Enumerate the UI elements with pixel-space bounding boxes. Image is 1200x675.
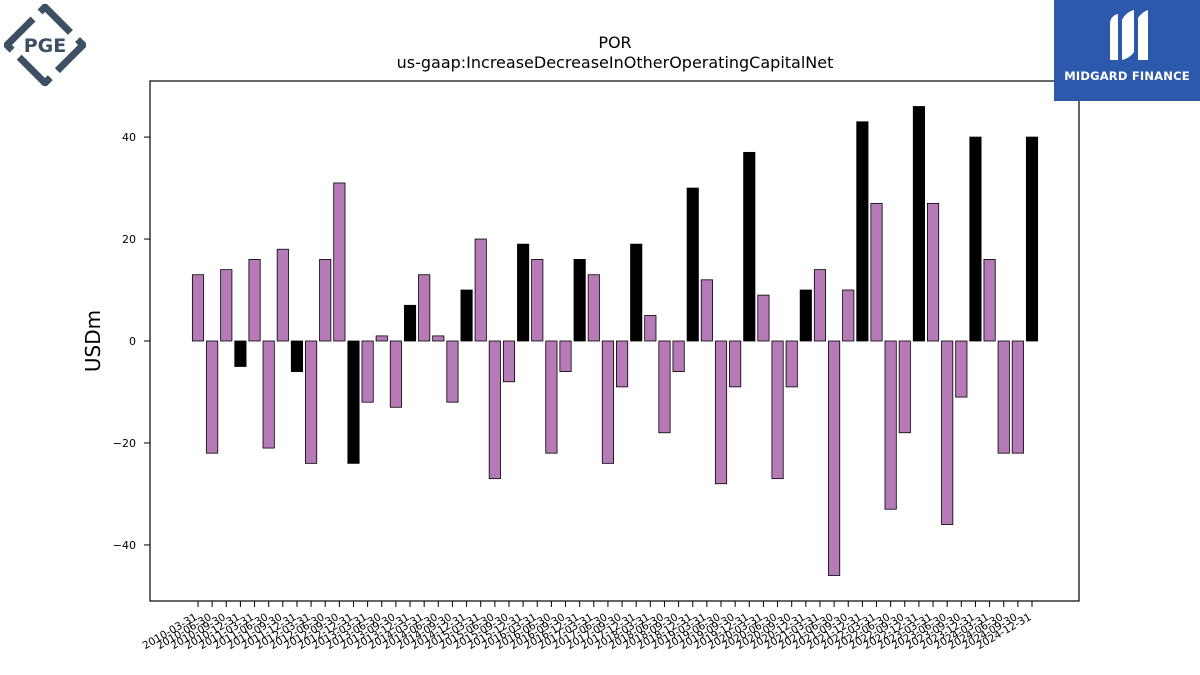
bar-2024-03-31 bbox=[983, 259, 996, 342]
bar-2017-12-31 bbox=[630, 243, 643, 342]
bar-2019-03-31 bbox=[700, 279, 713, 342]
bar-2018-12-31 bbox=[686, 187, 699, 342]
bar-2015-12-31 bbox=[517, 243, 530, 342]
bar-2020-06-30 bbox=[771, 340, 784, 480]
bar-2015-09-30 bbox=[502, 340, 516, 383]
bar-2019-06-30 bbox=[714, 340, 728, 485]
bar-2016-06-30 bbox=[545, 340, 558, 454]
bar-2013-03-31 bbox=[361, 340, 374, 403]
pge-logo: PGE bbox=[2, 2, 88, 88]
bar-2024-06-30 bbox=[997, 340, 1010, 454]
pge-logo-mark: PGE bbox=[2, 2, 88, 88]
bar-2011-09-30 bbox=[276, 248, 289, 342]
bar-2010-03-31 bbox=[191, 274, 205, 342]
bar-2015-03-31 bbox=[474, 238, 487, 342]
bar-2017-03-31 bbox=[587, 274, 600, 342]
bar-2011-03-31 bbox=[248, 259, 261, 342]
bar-2018-03-31 bbox=[644, 315, 657, 342]
bar-2020-03-31 bbox=[757, 294, 770, 342]
bar-2023-12-31 bbox=[969, 136, 982, 342]
bar-2023-06-30 bbox=[941, 340, 954, 525]
bar-2021-03-31 bbox=[813, 269, 827, 342]
bar-2013-12-31 bbox=[403, 304, 417, 342]
y-tick-label: 40 bbox=[122, 131, 136, 144]
midgard-logo-mark bbox=[1110, 10, 1148, 60]
bar-2022-09-30 bbox=[898, 340, 911, 434]
bar-2019-12-31 bbox=[743, 151, 756, 342]
bars bbox=[191, 106, 1039, 576]
bar-2024-12-31 bbox=[1025, 136, 1039, 342]
bar-2013-09-30 bbox=[389, 340, 402, 408]
bar-2023-09-30 bbox=[955, 340, 968, 398]
bar-2021-12-31 bbox=[856, 121, 869, 342]
bar-2021-06-30 bbox=[828, 340, 841, 576]
bar-2014-09-30 bbox=[446, 340, 459, 403]
bar-2012-03-31 bbox=[305, 340, 318, 464]
midgard-finance-logo: MIDGARD FINANCE bbox=[1054, 0, 1200, 101]
bar-2022-06-30 bbox=[884, 340, 897, 510]
bar-2016-03-31 bbox=[531, 259, 544, 342]
bar-2020-09-30 bbox=[785, 340, 798, 388]
bar-2022-12-31 bbox=[912, 106, 925, 342]
bar-2011-12-31 bbox=[290, 340, 304, 372]
y-tick-label: −20 bbox=[113, 437, 136, 450]
bar-2017-09-30 bbox=[616, 340, 629, 388]
bar-2018-06-30 bbox=[658, 340, 671, 434]
midgard-logo-text: MIDGARD FINANCE bbox=[1064, 69, 1190, 83]
pge-logo-text: PGE bbox=[24, 35, 67, 57]
bar-2024-09-30 bbox=[1011, 340, 1024, 454]
y-axis-label: USDm bbox=[81, 310, 105, 372]
bar-2014-03-31 bbox=[418, 274, 431, 342]
y-axis-ticks: −40 −20 0 20 40 bbox=[113, 131, 150, 552]
bar-2016-09-30 bbox=[559, 340, 572, 372]
x-axis-ticks: 2010-03-312010-06-302010-09-302010-12-31… bbox=[141, 601, 1034, 652]
bar-2015-06-30 bbox=[488, 340, 501, 480]
chart-title: POR bbox=[598, 33, 631, 52]
bar-2012-09-30 bbox=[333, 182, 346, 342]
chart-subtitle: us-gaap:IncreaseDecreaseInOtherOperating… bbox=[397, 53, 834, 72]
y-tick-label: 0 bbox=[129, 335, 136, 348]
bar-2023-03-31 bbox=[927, 202, 940, 342]
bar-2012-06-30 bbox=[319, 259, 332, 342]
bar-2012-12-31 bbox=[347, 340, 360, 464]
bar-2014-06-30 bbox=[432, 335, 445, 342]
bar-2018-09-30 bbox=[672, 340, 685, 372]
bar-2011-06-30 bbox=[262, 340, 275, 449]
bar-2014-12-31 bbox=[460, 289, 473, 342]
plot-frame bbox=[149, 80, 1080, 602]
y-tick-label: 20 bbox=[122, 233, 136, 246]
bar-2022-03-31 bbox=[870, 202, 883, 342]
bar-2010-06-30 bbox=[206, 340, 219, 454]
bar-2010-09-30 bbox=[220, 269, 233, 342]
bar-2021-09-30 bbox=[842, 289, 855, 342]
y-tick-label: −40 bbox=[113, 539, 136, 552]
bar-2017-06-30 bbox=[601, 340, 614, 464]
bar-2019-09-30 bbox=[729, 340, 742, 388]
bar-2020-12-31 bbox=[799, 289, 812, 342]
bar-2016-12-31 bbox=[573, 259, 586, 342]
bar-2013-06-30 bbox=[375, 335, 388, 342]
bar-2010-12-31 bbox=[234, 340, 247, 367]
